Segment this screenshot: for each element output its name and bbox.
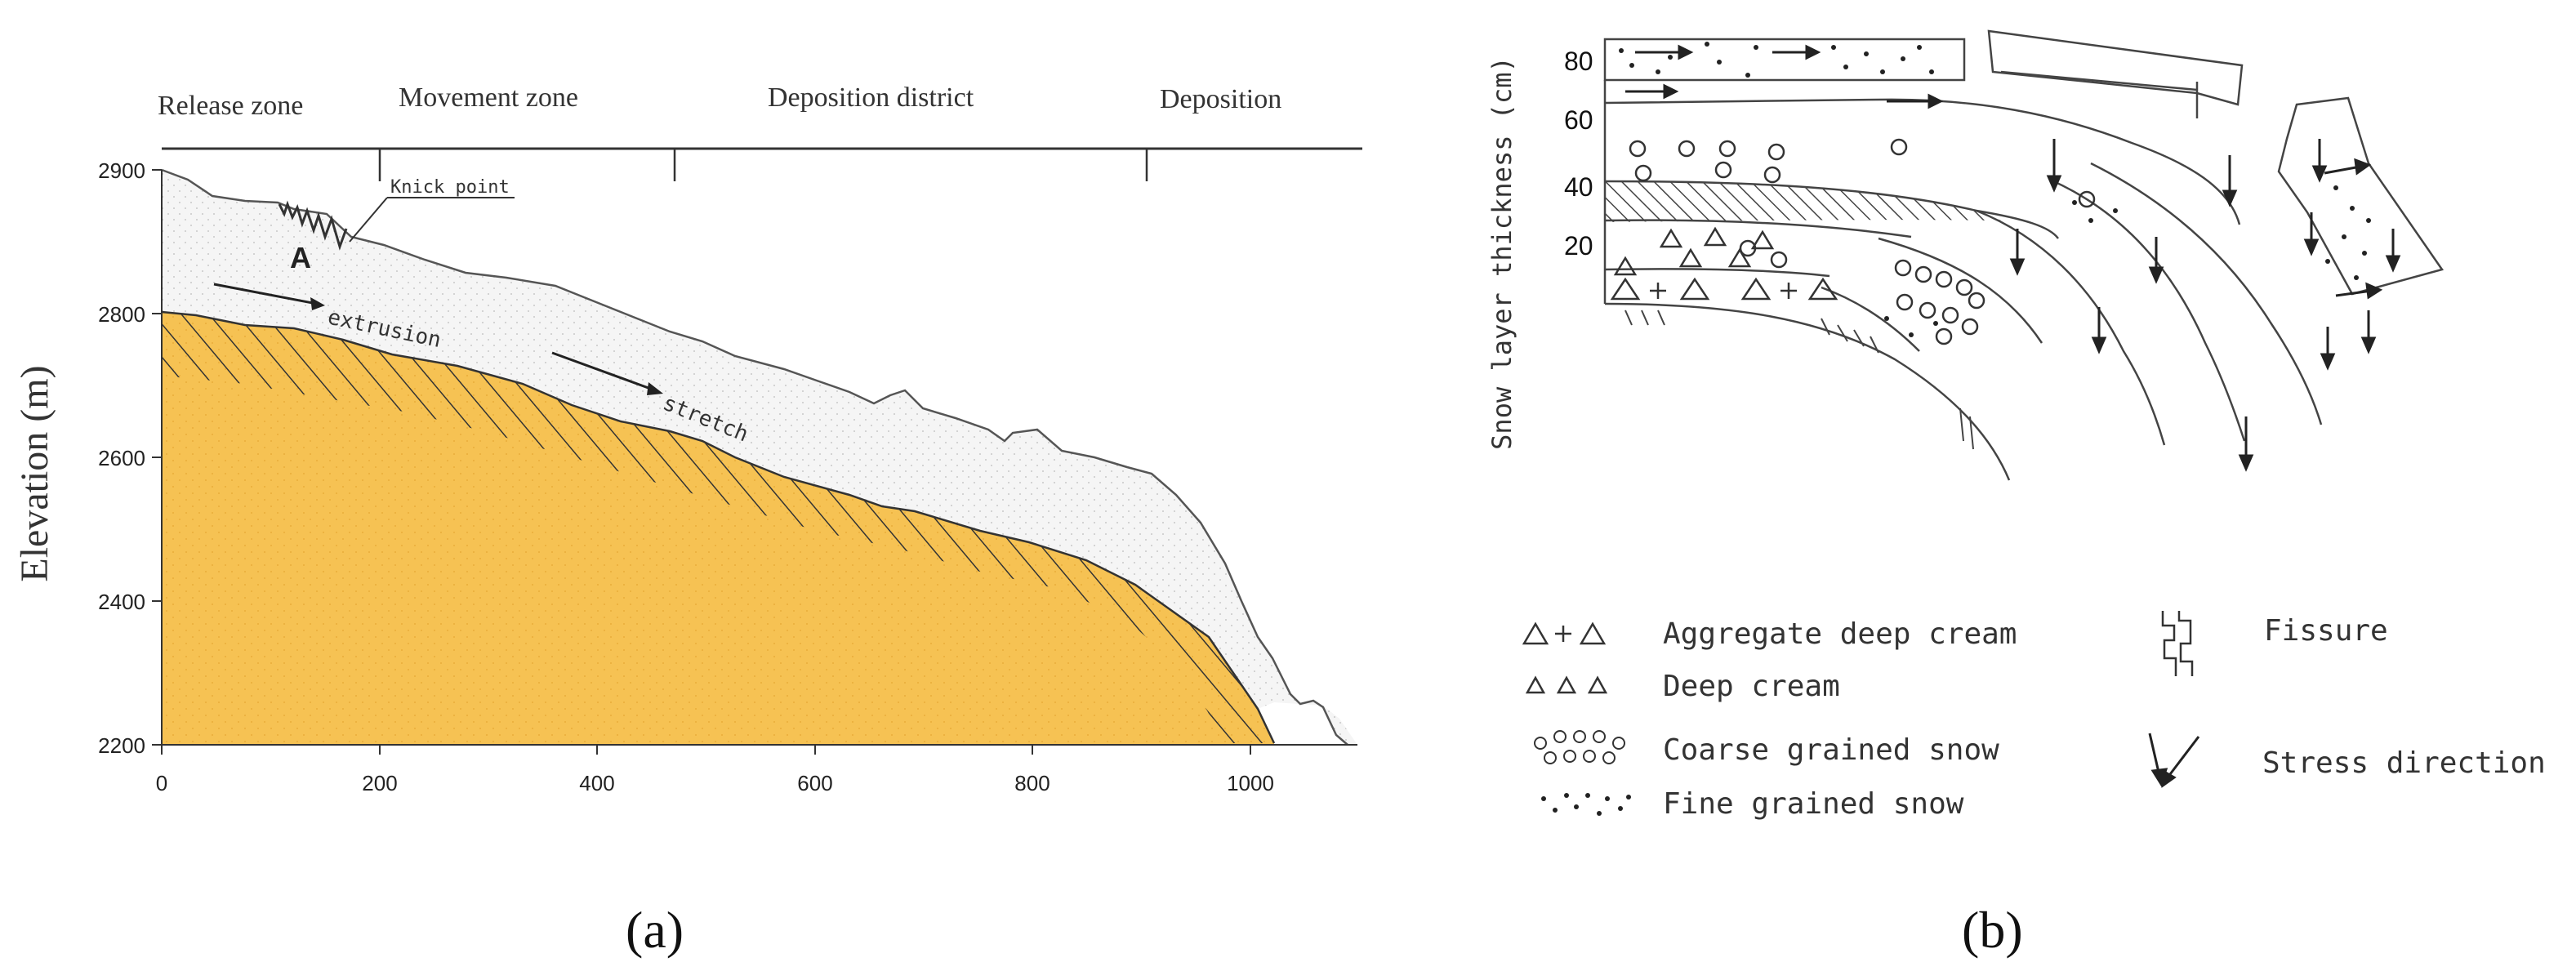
shear-band [162,312,1274,743]
flow-arrows [1625,44,1944,109]
zone-label-release: Release zone [158,91,303,121]
stress-direction-icon [2148,733,2200,788]
y-tick-label: 2900 [98,158,145,183]
slope-surface-line [161,168,1348,746]
stress-arrows [2009,139,2401,472]
fissure-icon [2161,611,2194,676]
x-tick-label: 600 [797,771,832,795]
panel-b: Snow layer thickness (cm) 80 60 40 20 [1486,29,2546,959]
fine-snow-dots [1619,42,2371,337]
stretch-arrowhead [647,382,663,395]
thickness-tick: 40 [1564,172,1593,202]
thickness-tick: 60 [1564,105,1593,135]
snow-layer [162,170,1357,745]
x-tick-label: 400 [579,771,614,795]
panel-a: Release zone Movement zone Deposition di… [13,82,1362,959]
legend-label-coarse-grained-snow: Coarse grained snow [1663,733,1999,767]
legend-label-stress-direction: Stress direction [2262,746,2546,780]
thickness-tick: 80 [1564,47,1593,76]
coarse-grained-snow-icon [1534,730,1625,764]
snow-profile-outline [1603,29,2445,481]
knick-point-label: Knick point [390,177,510,198]
y-tick-label: 2600 [98,446,145,470]
x-tick-label: 800 [1014,771,1050,795]
y-ticks: 2900 2800 2600 2400 2200 [98,158,162,758]
panel-a-label: (a) [626,901,684,959]
zone-label-movement: Movement zone [399,82,578,113]
extrusion-arrow [213,283,318,305]
legend-label-aggregate-deep-cream: Aggregate deep cream [1663,617,2017,651]
fine-grained-snow-icon [1541,793,1631,816]
y-tick-label: 2800 [98,302,145,327]
stretch-arrow [551,351,656,392]
ground-hatch [1624,310,1974,450]
legend-label-fine-grained-snow: Fine grained snow [1663,787,1964,821]
zone-label-deposition: Deposition [1160,84,1281,114]
panel-b-label: (b) [1962,901,2023,959]
knick-point-leader [349,197,388,243]
snow-thickness-axis-label: Snow layer thickness (cm) [1486,56,1518,450]
y-tick-label: 2400 [98,590,145,614]
y-tick-label: 2200 [98,733,145,758]
extrusion-arrowhead [310,297,325,310]
zone-label-deposition-district: Deposition district [768,82,974,113]
legend: Aggregate deep cream Deep cream Coarse g… [1522,611,2546,821]
legend-label-fissure: Fissure [2264,614,2388,648]
x-tick-label: 0 [156,771,167,795]
aggregate-deep-cream-icon [1522,621,1607,645]
deep-cream-icon [1525,675,1608,694]
x-tick-label: 1000 [1227,771,1274,795]
x-ticks: 0 200 400 600 800 1000 [156,745,1274,795]
legend-label-deep-cream: Deep cream [1663,670,1840,703]
aggregate-plus-marks [1650,283,1797,299]
deep-cream-triangles [1610,226,1838,301]
thickness-tick: 20 [1564,231,1593,261]
crack-marks [278,200,348,251]
point-a-label: A [290,241,311,274]
coarse-snow-circles [1629,138,2096,345]
y-axis-label: Elevation (m) [13,365,56,581]
bedrock-boundary-line [161,310,1276,744]
x-tick-label: 200 [362,771,397,795]
hard-crust-layer [1605,181,2001,222]
